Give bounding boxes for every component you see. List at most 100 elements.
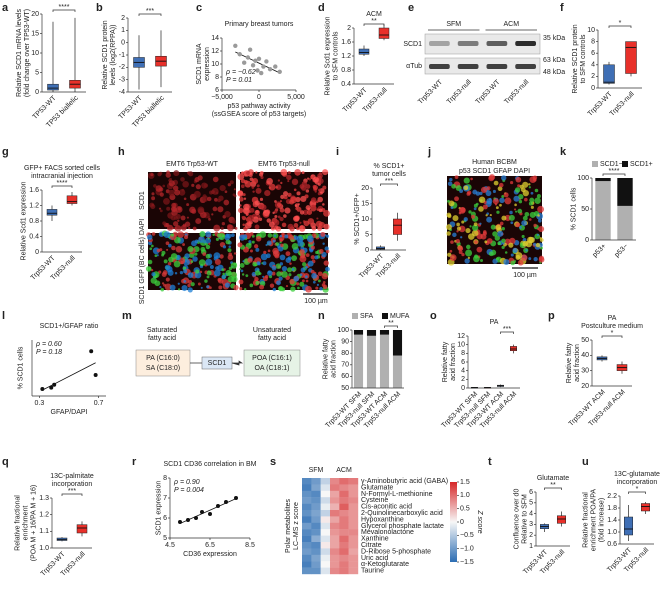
cell: [164, 283, 172, 291]
cell: [225, 239, 231, 245]
cell: [184, 221, 191, 227]
cell: [183, 269, 188, 274]
significance: **: [550, 482, 556, 489]
cell: [504, 251, 508, 254]
x-tick-label: Trp53-null: [503, 78, 530, 105]
point: [93, 373, 98, 377]
significance: ****: [609, 168, 620, 175]
heat-cell: [339, 554, 349, 562]
box: [76, 524, 88, 534]
cell: [244, 222, 252, 229]
y-tick-label: 0: [591, 85, 595, 92]
diagram-label: fatty acid: [148, 335, 176, 342]
heat-cell: [302, 484, 312, 491]
cell: [275, 185, 279, 189]
cell: [283, 191, 289, 197]
cell: [488, 251, 494, 257]
cell: [296, 227, 300, 231]
cell: [518, 194, 524, 200]
cell: [244, 288, 247, 291]
cell: [503, 258, 510, 266]
cell: [537, 214, 540, 217]
y-tick-label: 0: [365, 247, 369, 254]
point: [194, 516, 198, 520]
cell: [258, 204, 263, 209]
cell: [273, 234, 277, 237]
y-tick-label: 0: [35, 249, 39, 256]
cell: [456, 230, 459, 233]
cell: [243, 197, 247, 200]
cell: [240, 184, 245, 189]
heat-cell: [339, 497, 349, 504]
blot-scd1: [424, 33, 541, 55]
cell: [171, 227, 175, 230]
cell: [478, 196, 486, 204]
heat-cell: [330, 522, 340, 530]
regression-line: [42, 362, 96, 391]
cell: [284, 234, 289, 239]
cell: [279, 254, 286, 261]
band: [457, 41, 479, 46]
y-tick-label: 80: [341, 350, 349, 357]
cell: [478, 206, 484, 212]
significance: **: [388, 320, 394, 327]
cell: [274, 253, 280, 259]
point: [186, 518, 190, 522]
y-tick-label: 2: [347, 25, 351, 32]
row-label: γ-Aminobutyric acid (GABA): [361, 478, 448, 485]
cell: [247, 257, 253, 263]
heat-cell: [320, 516, 331, 523]
cell: [186, 216, 189, 219]
y-tick-label: 1.8: [607, 505, 617, 512]
cell: [454, 175, 459, 179]
box: [358, 48, 370, 55]
arrow: [190, 360, 244, 366]
y-axis-label: SCD1 mRNA: [196, 43, 203, 85]
cell: [159, 192, 164, 197]
panel-title: intracranial injection: [31, 173, 93, 180]
cell: [182, 180, 189, 188]
cell: [239, 204, 242, 207]
cell: [238, 196, 244, 202]
cell: [240, 178, 246, 184]
heat-cell: [339, 510, 349, 517]
cell: [317, 279, 321, 283]
cell: [259, 170, 264, 175]
cell: [501, 238, 506, 244]
colorbar-tick-label: 1.0: [460, 492, 470, 499]
significance-bracket: [51, 185, 73, 188]
cell: [151, 192, 155, 196]
fatty-acid: PA (C16:0): [146, 355, 180, 362]
cell: [162, 184, 166, 188]
significance-bracket: [138, 13, 162, 16]
y-tick-label: 0.8: [341, 67, 351, 74]
group-label: ACM: [336, 467, 352, 474]
significance: ***: [503, 326, 511, 333]
cell: [255, 171, 258, 174]
cell: [519, 226, 522, 229]
cell: [322, 284, 328, 290]
cell: [151, 244, 154, 248]
x-axis-label: CD36 expression: [183, 551, 237, 558]
cell: [499, 182, 504, 188]
significance: *: [619, 20, 622, 27]
cell: [155, 185, 163, 192]
cell: [305, 184, 311, 189]
row-label: Uric acid: [361, 555, 388, 562]
cell: [252, 204, 255, 207]
fatty-acid: OA (C18:1): [254, 365, 289, 372]
cell: [187, 287, 193, 293]
cell: [293, 188, 297, 192]
y-tick-label: 1.6: [29, 187, 39, 194]
heat-cell: [348, 484, 359, 491]
cell: [263, 250, 267, 255]
significance: ****: [59, 4, 70, 11]
cell: [231, 233, 235, 237]
cell: [522, 189, 529, 197]
cell: [518, 199, 523, 204]
cell: [305, 253, 310, 258]
cell: [149, 247, 153, 251]
cell: [449, 177, 453, 182]
cell: [317, 188, 321, 192]
cell: [296, 173, 299, 176]
